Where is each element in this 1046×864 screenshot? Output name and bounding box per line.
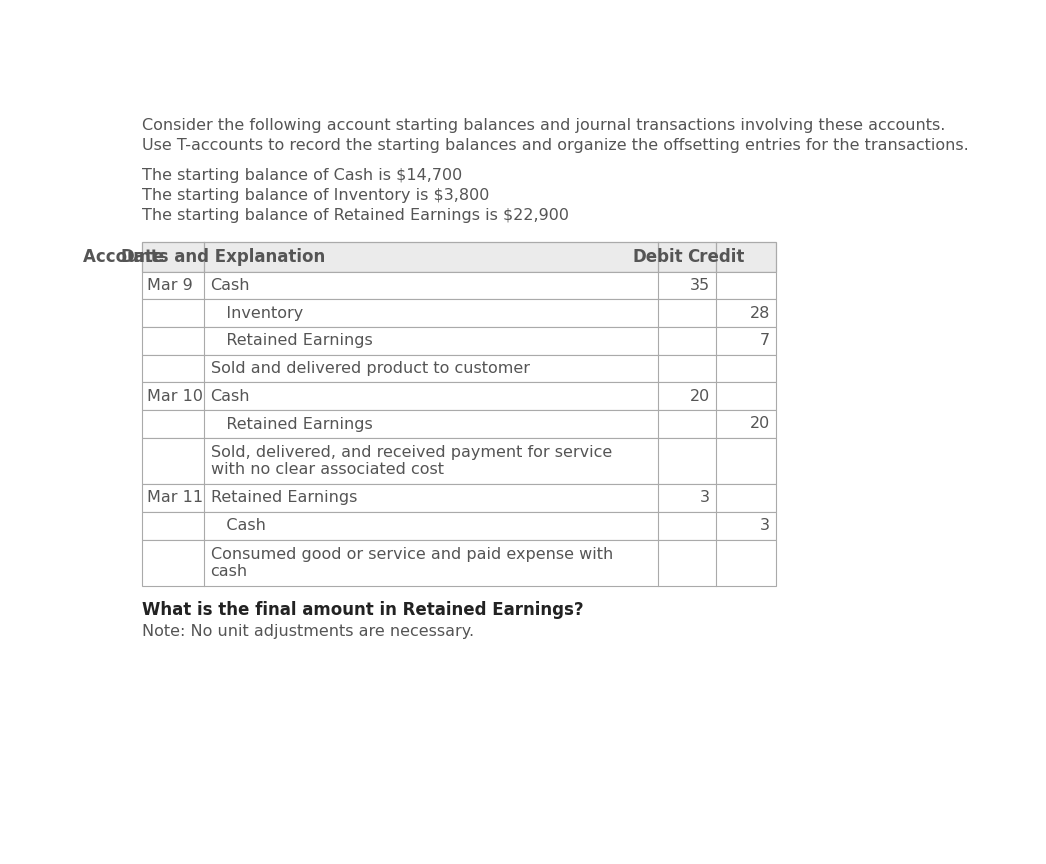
Text: Inventory: Inventory bbox=[210, 306, 303, 321]
Text: Cash: Cash bbox=[210, 518, 266, 533]
Text: Consider the following account starting balances and journal transactions involv: Consider the following account starting … bbox=[142, 118, 946, 132]
Text: What is the final amount in Retained Earnings?: What is the final amount in Retained Ear… bbox=[142, 601, 584, 619]
Text: 7: 7 bbox=[760, 334, 770, 348]
Text: 20: 20 bbox=[750, 416, 770, 431]
Bar bbox=[142, 511, 776, 539]
Text: Use T-accounts to record the starting balances and organize the offsetting entri: Use T-accounts to record the starting ba… bbox=[142, 137, 970, 153]
Bar bbox=[142, 271, 776, 299]
Text: The starting balance of Cash is $14,700: The starting balance of Cash is $14,700 bbox=[142, 168, 462, 183]
Text: Mar 9: Mar 9 bbox=[147, 278, 192, 293]
Text: Cash: Cash bbox=[210, 278, 250, 293]
Text: Retained Earnings: Retained Earnings bbox=[210, 416, 372, 431]
Text: Sold and delivered product to customer: Sold and delivered product to customer bbox=[210, 361, 529, 376]
Text: Cash: Cash bbox=[210, 389, 250, 403]
Text: 3: 3 bbox=[760, 518, 770, 533]
Bar bbox=[142, 383, 776, 410]
Bar bbox=[142, 299, 776, 327]
Bar bbox=[142, 539, 776, 586]
Text: Retained Earnings: Retained Earnings bbox=[210, 491, 357, 505]
Bar bbox=[142, 355, 776, 383]
Text: Retained Earnings: Retained Earnings bbox=[210, 334, 372, 348]
Bar bbox=[142, 484, 776, 511]
Text: Consumed good or service and paid expense with: Consumed good or service and paid expens… bbox=[210, 547, 613, 562]
Text: Credit: Credit bbox=[687, 248, 745, 266]
Text: 3: 3 bbox=[700, 491, 709, 505]
Bar bbox=[142, 242, 776, 271]
Text: cash: cash bbox=[210, 563, 248, 579]
Text: 28: 28 bbox=[750, 306, 770, 321]
Bar bbox=[142, 410, 776, 438]
Text: Note: No unit adjustments are necessary.: Note: No unit adjustments are necessary. bbox=[142, 624, 475, 639]
Text: Sold, delivered, and received payment for service: Sold, delivered, and received payment fo… bbox=[210, 445, 612, 460]
Text: The starting balance of Inventory is $3,800: The starting balance of Inventory is $3,… bbox=[142, 188, 490, 203]
Text: Mar 10: Mar 10 bbox=[147, 389, 203, 403]
Text: with no clear associated cost: with no clear associated cost bbox=[210, 462, 444, 477]
Text: Mar 11: Mar 11 bbox=[147, 491, 203, 505]
Text: The starting balance of Retained Earnings is $22,900: The starting balance of Retained Earning… bbox=[142, 208, 569, 224]
Text: 20: 20 bbox=[689, 389, 709, 403]
Bar bbox=[142, 438, 776, 484]
Text: Date: Date bbox=[120, 248, 164, 266]
Text: Accounts and Explanation: Accounts and Explanation bbox=[84, 248, 325, 266]
Text: Debit: Debit bbox=[633, 248, 683, 266]
Text: 35: 35 bbox=[689, 278, 709, 293]
Bar bbox=[142, 327, 776, 355]
